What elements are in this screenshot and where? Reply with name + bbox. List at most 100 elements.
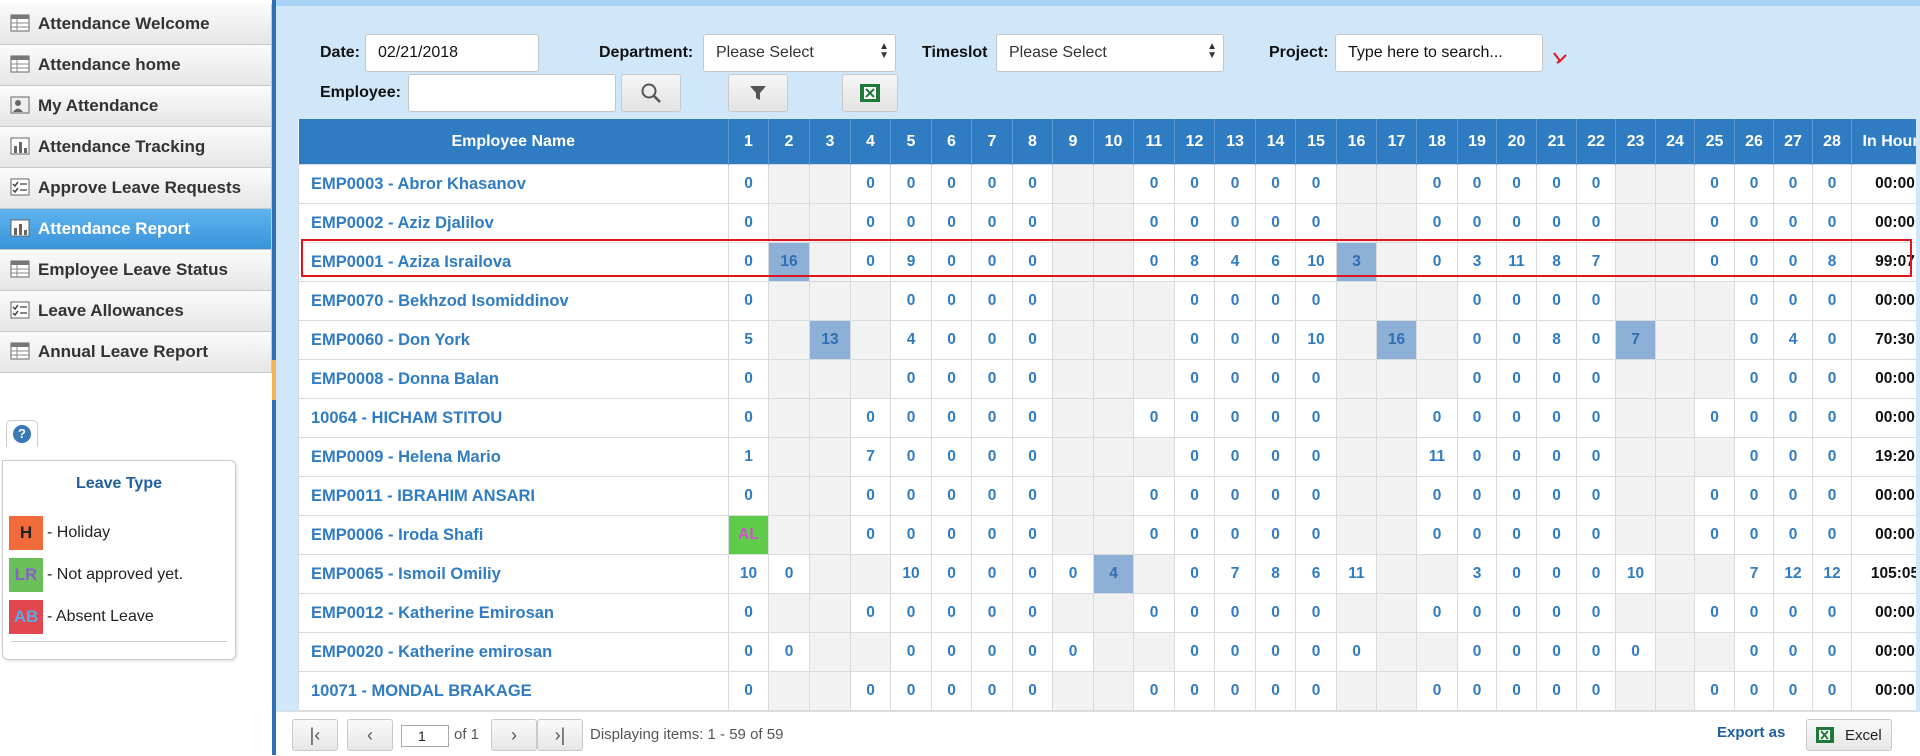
day-cell[interactable]: 11 — [1416, 437, 1458, 477]
sidebar-item-my-attendance[interactable]: My Attendance — [0, 86, 271, 127]
day-cell[interactable]: 8 — [1174, 242, 1215, 282]
day-cell[interactable]: 0 — [1174, 398, 1215, 438]
day-cell[interactable]: 0 — [1615, 632, 1656, 672]
day-cell-empty[interactable] — [1093, 476, 1134, 516]
day-cell[interactable]: 0 — [971, 476, 1013, 516]
sidebar-item-approve-leave-requests[interactable]: Approve Leave Requests — [0, 168, 271, 209]
day-cell[interactable]: 0 — [1174, 359, 1215, 399]
day-cell[interactable]: 1 — [728, 437, 769, 477]
sidebar-item-attendance-welcome[interactable]: Attendance Welcome — [0, 4, 271, 45]
day-cell[interactable]: 0 — [1133, 242, 1175, 282]
employee-name-link[interactable]: EMP0011 - IBRAHIM ANSARI — [298, 476, 729, 516]
day-cell[interactable]: 0 — [1214, 359, 1256, 399]
search-button[interactable] — [621, 74, 681, 112]
day-cell-empty[interactable] — [1052, 203, 1094, 243]
day-cell[interactable]: 0 — [971, 242, 1013, 282]
day-cell[interactable]: 0 — [1734, 398, 1774, 438]
day-cell-empty[interactable] — [1655, 671, 1695, 711]
day-cell[interactable]: 6 — [1255, 242, 1296, 282]
column-header-day[interactable]: 5 — [890, 119, 932, 165]
day-cell[interactable]: 4 — [890, 320, 932, 360]
day-cell[interactable]: 0 — [850, 398, 891, 438]
day-cell-highlighted[interactable]: 3 — [1336, 242, 1377, 282]
day-cell[interactable]: 0 — [1457, 398, 1497, 438]
employee-name-link[interactable]: EMP0020 - Katherine emirosan — [298, 632, 729, 672]
day-cell-empty[interactable] — [1376, 164, 1417, 204]
day-cell[interactable]: 3 — [1457, 242, 1497, 282]
page-number-input[interactable]: 1 — [401, 725, 449, 747]
day-cell[interactable]: 0 — [890, 164, 932, 204]
day-cell[interactable]: 0 — [1174, 281, 1215, 321]
employee-name-link[interactable]: EMP0008 - Donna Balan — [298, 359, 729, 399]
day-cell-empty[interactable] — [1376, 359, 1417, 399]
day-cell-empty[interactable] — [809, 593, 851, 633]
column-header-day[interactable]: 24 — [1655, 119, 1695, 165]
day-cell[interactable]: 0 — [1694, 671, 1735, 711]
day-cell[interactable]: 0 — [1255, 515, 1296, 555]
day-cell[interactable]: 10 — [890, 554, 932, 594]
day-cell-empty[interactable] — [1093, 242, 1134, 282]
day-cell[interactable]: 0 — [1496, 593, 1537, 633]
day-cell[interactable]: 7 — [1214, 554, 1256, 594]
day-cell-empty[interactable] — [1416, 632, 1458, 672]
day-cell[interactable]: 0 — [1174, 671, 1215, 711]
employee-name-link[interactable]: EMP0065 - Ismoil Omiliy — [298, 554, 729, 594]
day-cell[interactable]: 0 — [890, 476, 932, 516]
day-cell-empty[interactable] — [1336, 437, 1377, 477]
day-cell-empty[interactable] — [1093, 398, 1134, 438]
day-cell[interactable]: 0 — [1773, 203, 1813, 243]
day-cell[interactable]: 0 — [1214, 671, 1256, 711]
day-cell[interactable]: 0 — [1416, 515, 1458, 555]
day-cell[interactable]: 0 — [1734, 476, 1774, 516]
day-cell[interactable]: 0 — [1734, 593, 1774, 633]
day-cell[interactable]: 0 — [1133, 515, 1175, 555]
day-cell[interactable]: 0 — [1812, 281, 1852, 321]
day-cell[interactable]: 0 — [728, 242, 769, 282]
day-cell-empty[interactable] — [768, 281, 810, 321]
day-cell[interactable]: 0 — [1773, 671, 1813, 711]
day-cell[interactable]: 0 — [1734, 203, 1774, 243]
day-cell[interactable]: 0 — [1174, 164, 1215, 204]
day-cell-empty[interactable] — [1052, 359, 1094, 399]
day-cell[interactable]: 0 — [1773, 359, 1813, 399]
day-cell[interactable]: 0 — [768, 554, 810, 594]
day-cell[interactable]: 0 — [1694, 398, 1735, 438]
day-cell[interactable]: 0 — [1214, 515, 1256, 555]
day-cell-empty[interactable] — [1615, 164, 1656, 204]
day-cell-empty[interactable] — [1093, 437, 1134, 477]
day-cell[interactable]: 0 — [1773, 281, 1813, 321]
day-cell[interactable]: 0 — [768, 632, 810, 672]
day-cell[interactable]: 0 — [1295, 437, 1337, 477]
day-cell-highlighted[interactable]: 16 — [768, 242, 810, 282]
day-cell[interactable]: 0 — [1255, 281, 1296, 321]
day-cell[interactable]: 0 — [890, 398, 932, 438]
day-cell[interactable]: 0 — [850, 476, 891, 516]
day-cell[interactable]: 0 — [931, 554, 972, 594]
day-cell[interactable]: 0 — [1576, 203, 1616, 243]
day-cell[interactable]: 0 — [1012, 632, 1053, 672]
day-cell[interactable]: 0 — [728, 476, 769, 516]
day-cell-empty[interactable] — [1376, 398, 1417, 438]
column-header-in-hours[interactable]: In Hours — [1851, 119, 1916, 165]
day-cell[interactable]: 0 — [1174, 437, 1215, 477]
help-tab[interactable]: ? — [6, 420, 38, 447]
table-row-selected[interactable]: EMP0001 - Aziza Israilova 0 16 0 9 0 0 0 0 8 4 6 10 3… — [298, 242, 1916, 282]
day-cell-empty[interactable] — [1133, 632, 1175, 672]
clear-filter-icon[interactable] — [1552, 50, 1568, 64]
table-row[interactable]: EMP0006 - Iroda Shafi AL 0 0 0 0 0 0 0 0 0 0 0 0 0 0 0 0 0… — [298, 515, 1916, 555]
day-cell[interactable]: 0 — [931, 632, 972, 672]
day-cell[interactable]: 0 — [971, 632, 1013, 672]
excel-export-button[interactable]: Excel — [1806, 719, 1892, 751]
day-cell[interactable]: 0 — [1457, 164, 1497, 204]
day-cell-highlighted[interactable]: 7 — [1615, 320, 1656, 360]
day-cell-empty[interactable] — [1655, 437, 1695, 477]
column-header-day[interactable]: 4 — [850, 119, 891, 165]
day-cell[interactable]: 0 — [1012, 359, 1053, 399]
day-cell[interactable]: 0 — [1295, 359, 1337, 399]
day-cell[interactable]: 0 — [1536, 164, 1577, 204]
day-cell[interactable]: 0 — [1734, 515, 1774, 555]
day-cell[interactable]: 0 — [971, 554, 1013, 594]
day-cell[interactable]: 0 — [1694, 593, 1735, 633]
day-cell[interactable]: 0 — [1734, 281, 1774, 321]
day-cell-empty[interactable] — [1376, 632, 1417, 672]
